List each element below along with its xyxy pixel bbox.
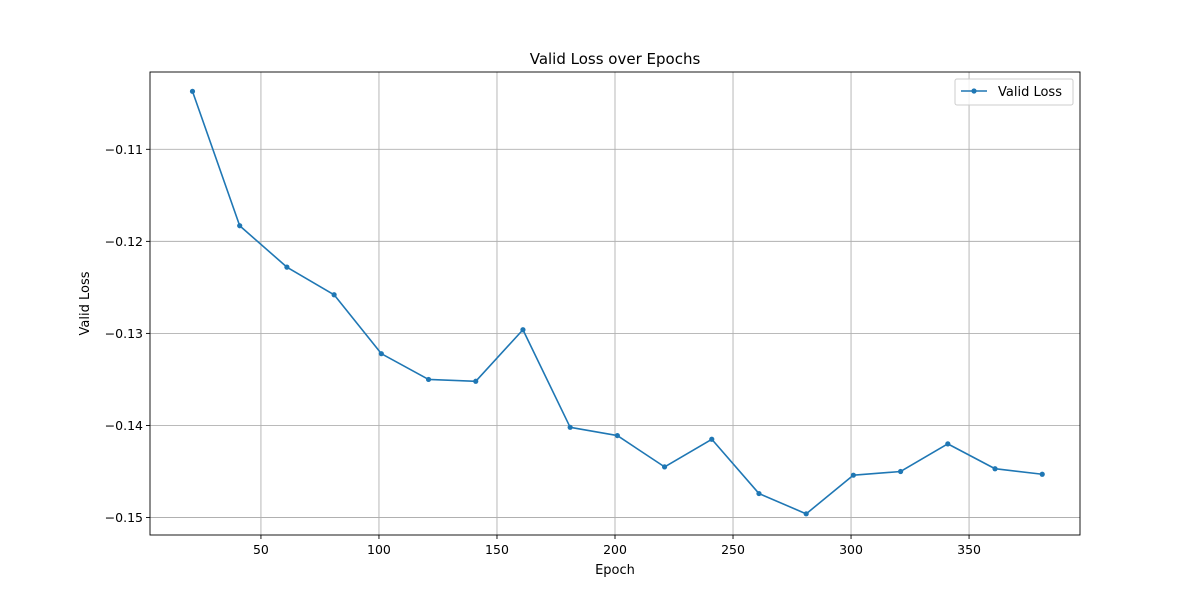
data-point [709,436,715,442]
y-axis: −0.11 −0.12 −0.13 −0.14 −0.15 [105,142,150,525]
data-point [803,511,809,517]
x-axis: 50 100 150 200 250 300 350 [253,535,981,557]
series-line [191,91,1043,515]
plot-frame [149,71,1081,536]
data-point [378,351,384,357]
data-point [284,264,290,270]
x-tick-label: 250 [721,542,745,557]
chart-title: Valid Loss over Epochs [530,50,701,68]
y-tick-label: −0.13 [105,326,143,341]
data-point [331,292,337,298]
data-point [425,376,432,383]
data-point [567,424,573,430]
x-tick-label: 50 [253,542,269,557]
grid [150,72,1080,535]
legend: Valid Loss [954,78,1074,106]
x-tick-label: 200 [603,542,627,557]
legend-label: Valid Loss [998,85,1062,100]
data-point [992,466,998,472]
x-tick-label: 150 [485,542,509,557]
y-tick-label: −0.15 [105,510,143,525]
data-point [898,468,904,475]
legend-marker [971,88,977,94]
y-tick-label: −0.11 [105,142,143,157]
x-axis-label: Epoch [595,563,635,578]
data-point [237,223,243,229]
y-tick-label: −0.12 [105,234,143,249]
data-point [189,88,196,94]
series-group [189,88,1045,517]
x-tick-label: 300 [839,542,863,557]
x-tick-label: 100 [367,542,391,557]
data-point [520,327,526,333]
data-point [1039,471,1045,477]
data-point [850,472,857,478]
data-point [614,432,620,439]
x-tick-label: 350 [957,542,981,557]
data-point [661,464,668,470]
data-point [473,378,479,384]
data-point [945,441,951,447]
legend-box [954,78,1074,106]
data-point [756,490,762,497]
y-axis-label: Valid Loss [78,271,93,335]
y-tick-label: −0.14 [105,418,143,433]
